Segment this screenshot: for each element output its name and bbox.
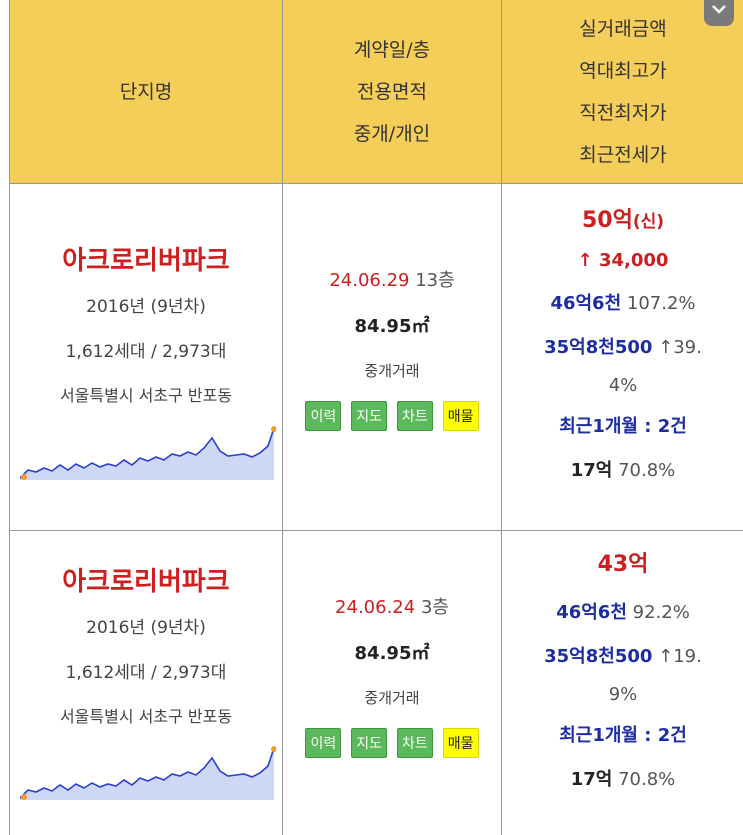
lowest-price: 35억8천500 ↑39. (544, 333, 702, 359)
column-divider (501, 0, 502, 835)
contract-date-floor: 24.06.24 3층 (335, 593, 449, 619)
header-area: 전용면적 (357, 80, 427, 103)
contract-cell: 24.06.24 3층 84.95㎡ 중개거래 이력 지도 차트 매물 (283, 593, 501, 758)
price-sparkline[interactable] (20, 744, 276, 804)
apartment-year: 2016년 (9년차) (86, 297, 206, 317)
trade-type: 중개거래 (364, 362, 420, 380)
highest-price: 46억6천 107.2% (550, 289, 695, 315)
apartment-units: 1,612세대 / 2,973대 (65, 342, 227, 362)
listing-button[interactable]: 매물 (442, 401, 479, 431)
header-contract: 계약일/층 전용면적 중개/개인 (283, 0, 501, 184)
actual-price: 43억 (597, 552, 649, 577)
header-contract-date: 계약일/층 (353, 38, 431, 61)
exclusive-area: 84.95㎡ (354, 316, 430, 337)
sparkline-start-dot (21, 474, 27, 480)
apartment-units: 1,612세대 / 2,973대 (65, 663, 227, 683)
jeonse-ratio: 70.8% (618, 769, 676, 790)
jeonse-price: 17억 70.8% (571, 765, 676, 791)
lowest-price-ratio-wrap: 4% (608, 375, 638, 396)
header-price: 실거래금액 역대최고가 직전최저가 최근전세가 (502, 0, 743, 184)
lowest-price-ratio-wrap: 9% (608, 684, 638, 705)
highest-price-value: 46억6천 (550, 293, 622, 314)
highest-price-ratio: 92.2% (632, 602, 690, 623)
lowest-price-ratio: ↑39. (658, 337, 702, 358)
sparkline-line (20, 427, 275, 479)
apartment-address: 서울특별시 서초구 반포동 (59, 707, 233, 726)
contract-floor: 13층 (415, 270, 455, 291)
history-button[interactable]: 이력 (305, 401, 342, 431)
lowest-price-ratio: ↑19. (658, 646, 702, 667)
listing-button[interactable]: 매물 (442, 728, 479, 758)
header-price-jeonse: 최근전세가 (579, 143, 667, 166)
contract-date: 24.06.29 (329, 270, 410, 291)
chart-button[interactable]: 차트 (397, 728, 433, 758)
history-button[interactable]: 이력 (305, 728, 342, 758)
header-price-low: 직전최저가 (579, 101, 667, 124)
apartment-name[interactable]: 아크로리버파크 (62, 567, 230, 597)
new-build-tag: (신) (632, 212, 665, 232)
jeonse-ratio: 70.8% (618, 460, 676, 481)
map-button[interactable]: 지도 (351, 401, 387, 431)
action-buttons: 이력 지도 차트 매물 (305, 401, 479, 431)
exclusive-area: 84.95㎡ (354, 643, 430, 664)
sparkline-end-dot (271, 746, 276, 752)
price-cell: 43억 46억6천 92.2% 35억8천500 ↑19. 9% 최근1개월 :… (502, 546, 743, 791)
sparkline-end-dot (271, 426, 276, 432)
trade-type: 중개거래 (364, 689, 420, 707)
actual-price-value: 50억 (581, 208, 633, 233)
jeonse-price-value: 17억 (570, 769, 613, 790)
sparkline-area (20, 748, 274, 800)
row-divider (10, 530, 743, 531)
sparkline-start-dot (21, 794, 27, 800)
jeonse-price-value: 17억 (570, 460, 613, 481)
table-row: 아크로리버파크 2016년 (9년차) 1,612세대 / 2,973대 서울특… (10, 561, 282, 727)
header-price-actual: 실거래금액 (579, 17, 667, 40)
price-change: ↑ 34,000 (577, 250, 669, 271)
transaction-table: 단지명 계약일/층 전용면적 중개/개인 실거래금액 역대최고가 직전최저가 최… (9, 0, 743, 835)
actual-price: 50억(신) (582, 202, 664, 238)
sparkline-area (20, 428, 274, 480)
price-cell: 50억(신) ↑ 34,000 46억6천 107.2% 35억8천500 ↑3… (502, 202, 743, 482)
chart-button[interactable]: 차트 (397, 401, 433, 431)
apartment-year: 2016년 (9년차) (86, 618, 206, 638)
header-trade-type: 중개/개인 (353, 122, 431, 145)
jeonse-price: 17억 70.8% (571, 456, 676, 482)
contract-cell: 24.06.29 13층 84.95㎡ 중개거래 이력 지도 차트 매물 (283, 266, 501, 431)
highest-price-ratio: 107.2% (626, 293, 696, 314)
header-price-high: 역대최고가 (579, 59, 667, 82)
recent-month-count: 최근1개월 : 2건 (559, 725, 687, 746)
sparkline-line (20, 747, 275, 799)
recent-month-count: 최근1개월 : 2건 (559, 416, 687, 437)
action-buttons: 이력 지도 차트 매물 (305, 728, 479, 758)
contract-date: 24.06.24 (335, 597, 416, 618)
lowest-price-value: 35억8천500 (544, 337, 653, 358)
highest-price-value: 46억6천 (556, 602, 627, 623)
lowest-price: 35억8천500 ↑19. (544, 642, 702, 668)
chevron-down-icon[interactable] (704, 0, 734, 26)
map-button[interactable]: 지도 (351, 728, 387, 758)
highest-price: 46억6천 92.2% (556, 598, 690, 624)
column-divider (282, 0, 283, 835)
price-sparkline[interactable] (20, 424, 276, 484)
lowest-price-value: 35억8천500 (544, 646, 653, 667)
apartment-address: 서울특별시 서초구 반포동 (59, 386, 233, 405)
contract-floor: 3층 (420, 597, 449, 618)
header-apartment: 단지명 (10, 0, 282, 184)
apartment-name[interactable]: 아크로리버파크 (62, 246, 230, 276)
header-apartment-label: 단지명 (119, 80, 173, 103)
table-row: 아크로리버파크 2016년 (9년차) 1,612세대 / 2,973대 서울특… (10, 240, 282, 406)
contract-date-floor: 24.06.29 13층 (329, 266, 454, 292)
